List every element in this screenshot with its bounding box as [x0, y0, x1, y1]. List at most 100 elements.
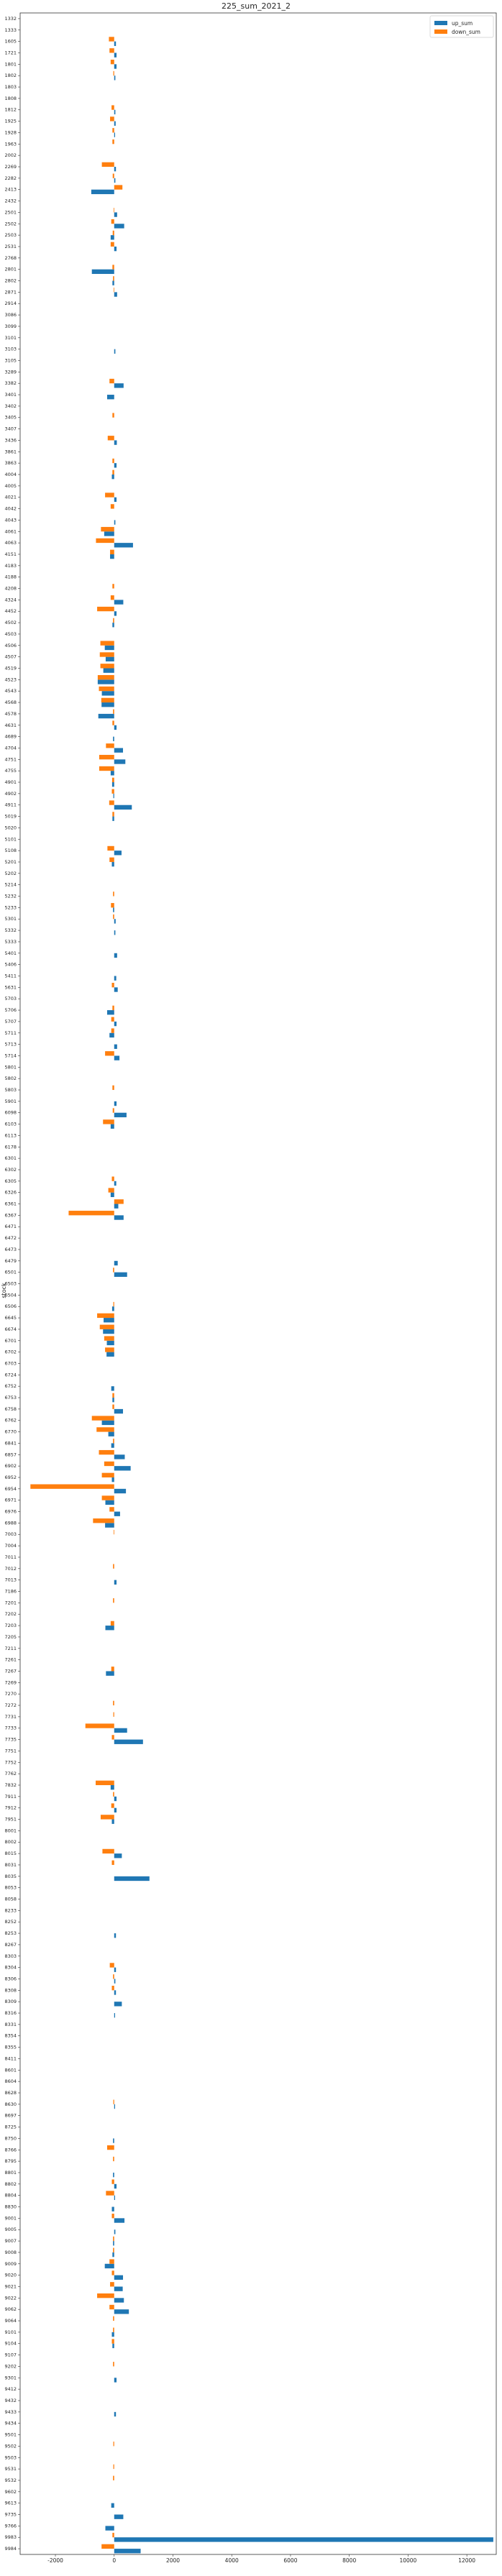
bar-down-sum — [111, 983, 114, 987]
y-tick-label: 4911 — [4, 802, 17, 808]
bar-up-sum — [111, 1386, 114, 1390]
bar-up-sum — [114, 2218, 124, 2222]
bar-down-sum — [112, 812, 114, 816]
bar-down-sum — [96, 538, 114, 543]
bar-up-sum — [114, 178, 116, 183]
bar-up-sum — [112, 281, 114, 285]
y-tick-label: 8802 — [4, 2181, 17, 2187]
bar-up-sum — [106, 2526, 114, 2530]
y-tick-label: 4063 — [4, 540, 17, 546]
y-tick-label: 7211 — [4, 1646, 17, 1651]
bar-up-sum — [104, 668, 114, 672]
bar-up-sum — [114, 851, 122, 855]
y-tick-label: 4704 — [4, 745, 17, 751]
bar-up-sum — [113, 2241, 114, 2245]
bar-down-sum — [113, 174, 114, 178]
bar-up-sum — [111, 235, 114, 239]
y-tick-label: 8267 — [4, 1942, 17, 1948]
chart-title: 225_sum_2021_2 — [222, 1, 291, 11]
y-tick-label: 1801 — [4, 61, 17, 67]
bar-down-sum — [111, 219, 114, 224]
y-tick-label: 9020 — [4, 2273, 17, 2278]
y-tick-label: 4503 — [4, 631, 17, 637]
legend-swatch — [434, 21, 447, 25]
y-tick-label: 9062 — [4, 2306, 17, 2312]
bar-down-sum — [112, 470, 114, 475]
y-tick-label: 2802 — [4, 278, 17, 284]
bar-down-sum — [111, 105, 114, 109]
bar-down-sum — [111, 1986, 114, 1990]
bar-up-sum — [112, 782, 114, 787]
bar-up-sum — [113, 907, 114, 912]
y-tick-label: 4523 — [4, 677, 17, 682]
y-tick-label: 6501 — [4, 1270, 17, 1275]
bar-up-sum — [114, 463, 117, 467]
bar-up-sum — [114, 919, 116, 923]
bar-up-sum — [114, 132, 115, 137]
bar-up-sum — [114, 1215, 124, 1219]
y-tick-label: 9502 — [4, 2443, 17, 2449]
bar-up-sum — [114, 2275, 123, 2280]
bar-down-sum — [100, 652, 114, 656]
y-tick-label: 5019 — [4, 814, 17, 820]
y-tick-label: 9433 — [4, 2409, 17, 2415]
y-tick-label: 9613 — [4, 2501, 17, 2506]
y-tick-label: 4578 — [4, 711, 17, 717]
y-tick-label: 7269 — [4, 1679, 17, 1685]
y-tick-label: 1925 — [4, 119, 17, 124]
y-tick-label: 4021 — [4, 495, 17, 500]
y-tick-label: 8697 — [4, 2113, 17, 2119]
bar-down-sum — [104, 1462, 114, 1466]
bar-down-sum — [102, 1495, 114, 1500]
y-tick-label: 7013 — [4, 1577, 17, 1583]
bar-up-sum — [106, 1352, 114, 1357]
bar-down-sum — [96, 1427, 114, 1431]
y-tick-label: 2282 — [4, 175, 17, 181]
bar-down-sum — [101, 641, 114, 645]
bar-down-sum — [99, 755, 114, 759]
bar-up-sum — [114, 224, 124, 228]
bar-down-sum — [110, 1963, 114, 1967]
legend-label: down_sum — [452, 29, 480, 35]
y-tick-label: 8306 — [4, 1976, 17, 1981]
y-tick-label: 5901 — [4, 1099, 17, 1104]
bar-up-sum — [114, 440, 117, 444]
bar-down-sum — [112, 413, 114, 417]
bar-down-sum — [109, 37, 114, 41]
y-tick-label: 3099 — [4, 324, 17, 329]
y-tick-label: 5202 — [4, 871, 17, 876]
y-tick-label: 5233 — [4, 904, 17, 910]
y-tick-label: 4543 — [4, 688, 17, 694]
bar-down-sum — [97, 607, 114, 611]
bar-up-sum — [114, 1489, 126, 1493]
y-tick-label: 8354 — [4, 2033, 17, 2039]
bar-down-sum — [112, 265, 114, 269]
bar-down-sum — [92, 1416, 114, 1420]
y-tick-label: 6473 — [4, 1247, 17, 1252]
bar-up-sum — [114, 1055, 119, 1060]
bar-down-sum — [112, 459, 114, 463]
y-tick-label: 9984 — [4, 2546, 17, 2552]
y-tick-label: 3105 — [4, 357, 17, 363]
y-tick-label: 7267 — [4, 1668, 17, 1674]
y-tick-label: 4755 — [4, 768, 17, 774]
bar-up-sum — [114, 725, 117, 730]
bar-down-sum — [106, 2191, 114, 2195]
y-tick-label: 4506 — [4, 643, 17, 648]
y-tick-label: 8601 — [4, 2067, 17, 2073]
y-tick-label: 2432 — [4, 198, 17, 204]
bar-down-sum — [113, 2316, 114, 2321]
bar-down-sum — [112, 1006, 114, 1010]
bar-down-sum — [102, 1473, 114, 1477]
y-tick-label: 8830 — [4, 2204, 17, 2210]
bar-up-sum — [112, 2344, 114, 2348]
y-tick-label: 8035 — [4, 1874, 17, 1879]
y-tick-label: 4208 — [4, 586, 17, 592]
bar-up-sum — [114, 976, 117, 980]
y-tick-label: 7186 — [4, 1589, 17, 1595]
bar-down-sum — [111, 595, 114, 600]
bar-down-sum — [96, 1781, 114, 1785]
y-tick-label: 9001 — [4, 2215, 17, 2221]
bar-up-sum — [106, 657, 114, 661]
bar-up-sum — [111, 2503, 114, 2508]
